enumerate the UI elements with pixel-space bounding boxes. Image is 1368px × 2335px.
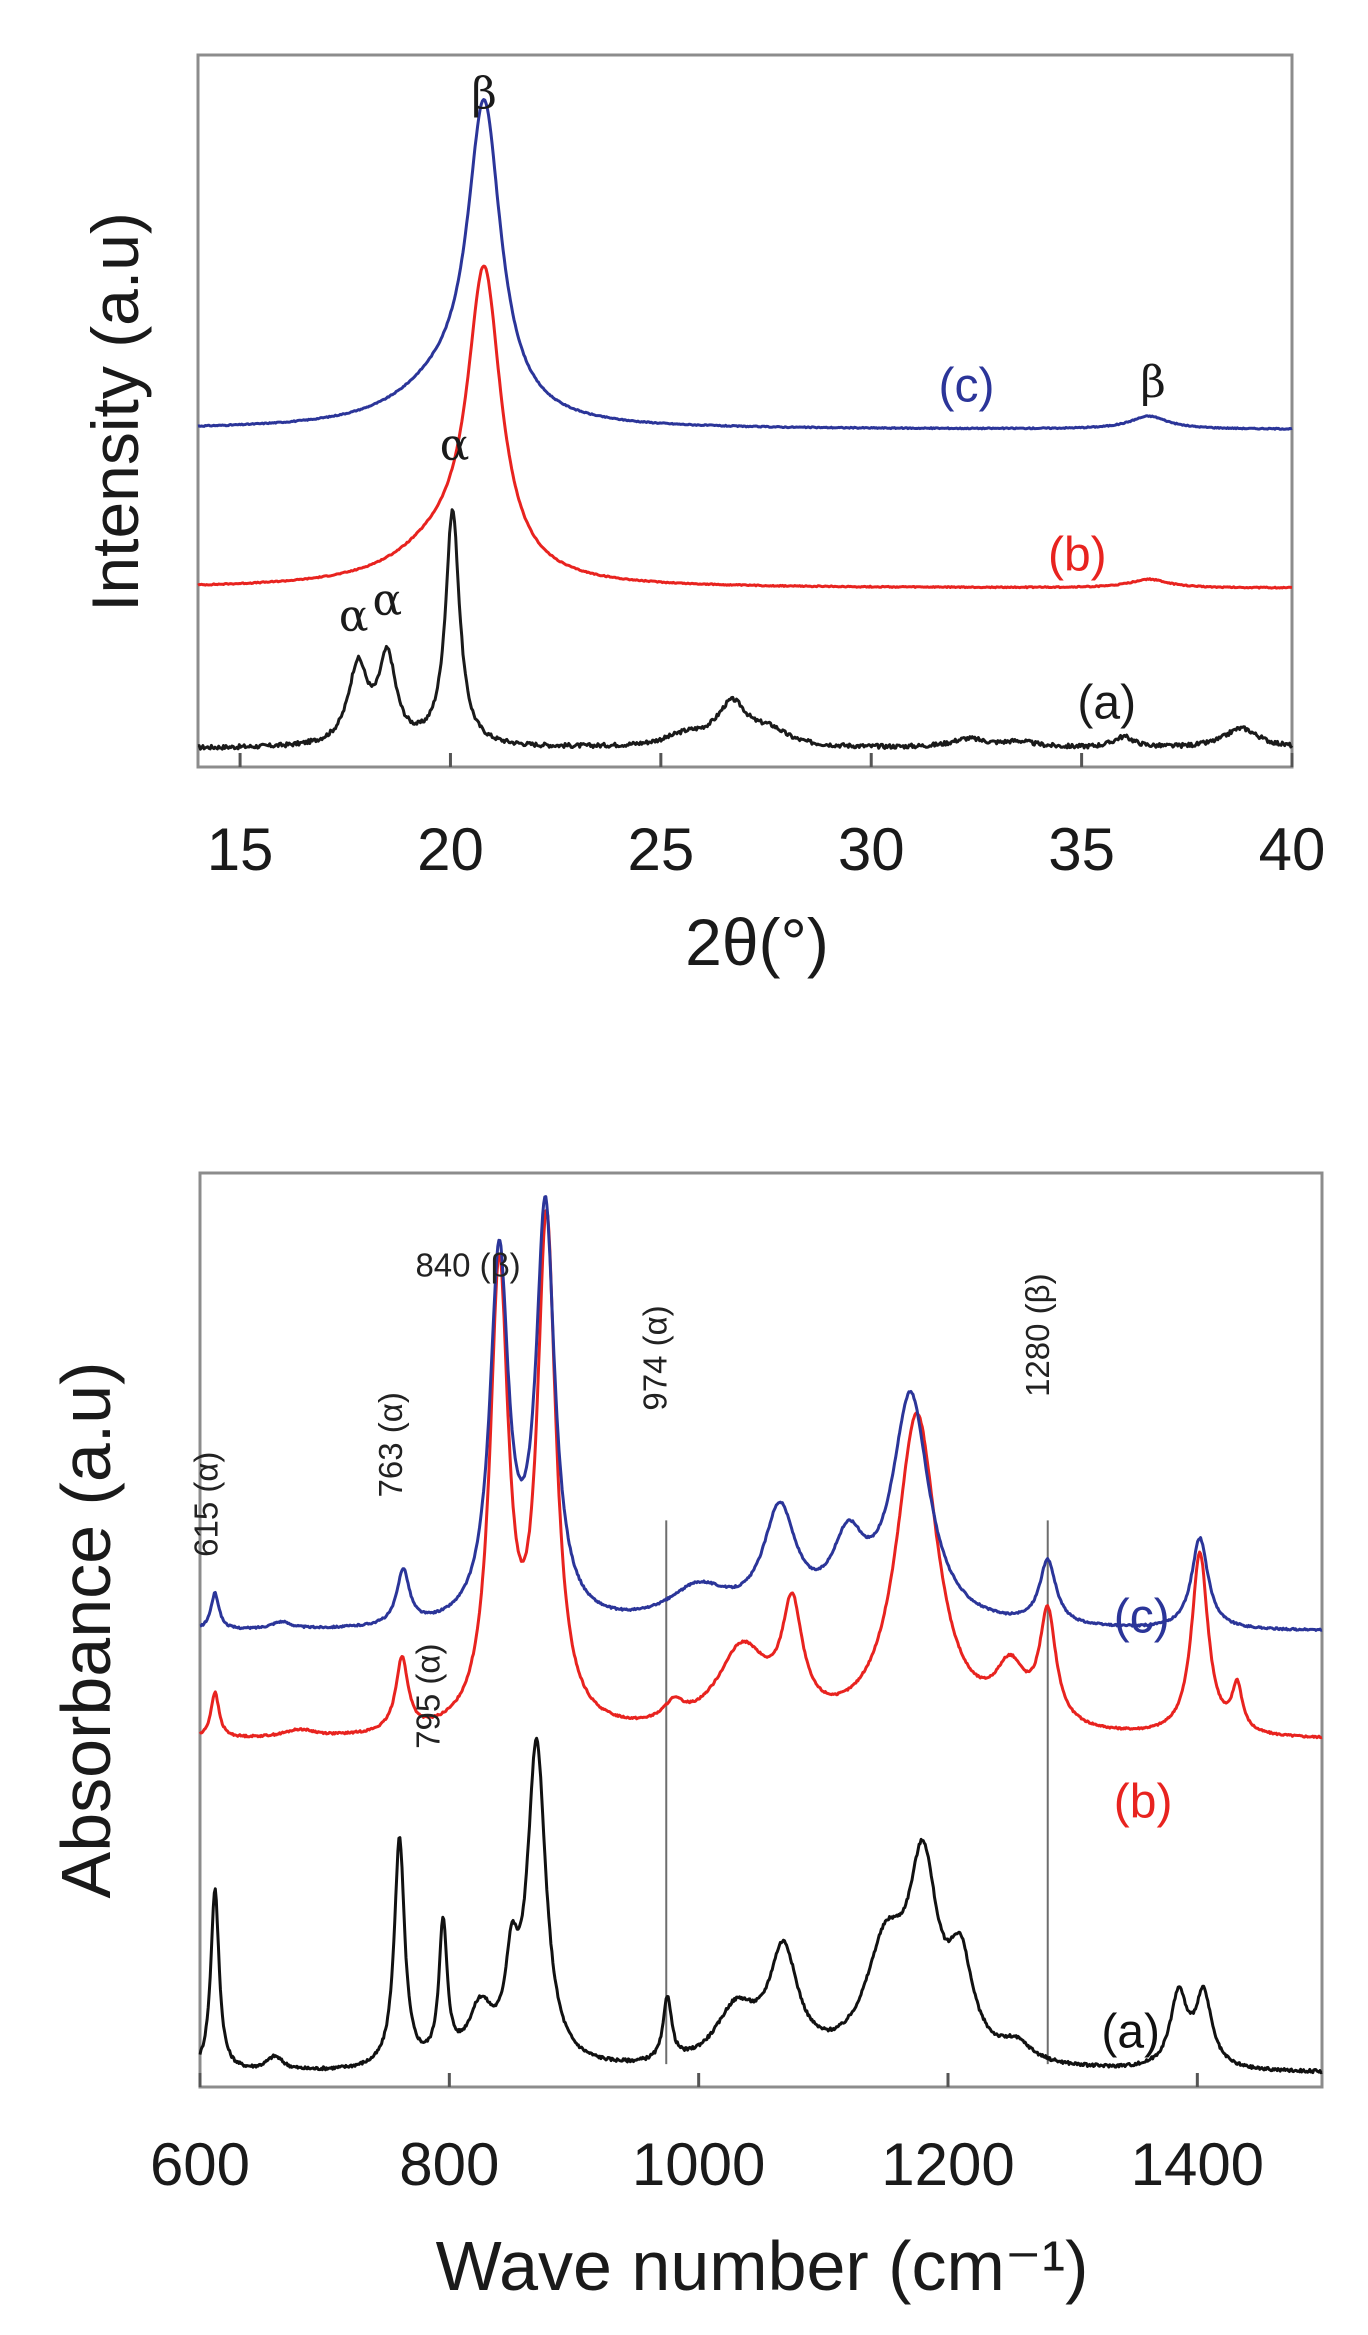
xrd-series-label: (b) <box>1048 528 1107 581</box>
ftir-reference-lines <box>665 1520 1049 2065</box>
ftir-x-ticks: 600 800 1000 1200 1400 <box>150 2073 1264 2198</box>
xrd-x-tick-label: 30 <box>838 816 905 883</box>
xrd-peak-annotation: β <box>1140 357 1165 408</box>
xrd-series-line-2 <box>197 98 1293 431</box>
xrd-series-line-1 <box>197 264 1293 590</box>
ftir-peak-annotation: 615 (α) <box>187 1452 224 1557</box>
xrd-series-labels: (a) (b) (c) <box>939 360 1137 730</box>
ftir-series-label: (a) <box>1101 2006 1160 2059</box>
xrd-series-label: (a) <box>1077 677 1136 730</box>
xrd-curves <box>197 98 1294 751</box>
xrd-peak-annotation: α <box>440 419 470 470</box>
ftir-curves <box>198 1195 1323 2075</box>
ftir-series-line-1 <box>198 1208 1323 1740</box>
ftir-x-tick-label: 800 <box>399 2131 499 2198</box>
ftir-peak-annotation: 795 (α) <box>409 1644 446 1749</box>
xrd-x-tick-label: 15 <box>207 816 274 883</box>
xrd-peak-annotation: α <box>339 590 369 641</box>
xrd-x-axis-title: 2θ(°) <box>685 905 829 979</box>
ftir-series-labels: (a) (b) (c) <box>1101 1591 1172 2059</box>
ftir-series-label: (b) <box>1114 1775 1173 1828</box>
ftir-peak-annotation: 763 (α) <box>372 1392 409 1497</box>
xrd-plot-frame <box>196 53 1294 769</box>
ftir-annotations: 615 (α) 763 (α) 795 (α) 974 (α) 1280 (β) 840 … <box>187 1246 1056 1749</box>
ftir-x-tick-label: 600 <box>150 2131 250 2198</box>
ftir-x-axis-title: Wave number (cm⁻¹) <box>436 2227 1089 2305</box>
ftir-peak-annotation: 974 (α) <box>636 1305 673 1410</box>
xrd-series-label: (c) <box>939 360 995 413</box>
ftir-peak-annotation: 1280 (β) <box>1019 1273 1056 1397</box>
ftir-panel: 600 800 1000 1200 1400 615 (α) 763 (α) 795 (α)… <box>47 1171 1324 2305</box>
ftir-y-axis-title: Absorbance (a.u) <box>47 1362 125 1899</box>
ftir-x-tick-label: 1000 <box>632 2131 765 2198</box>
xrd-x-tick-label: 40 <box>1259 816 1326 883</box>
xrd-x-ticks: 15 20 25 30 35 40 <box>207 753 1326 883</box>
ftir-peak-annotation: 840 (β) <box>415 1246 520 1283</box>
xrd-x-tick-label: 25 <box>627 816 694 883</box>
xrd-x-tick-label: 20 <box>417 816 484 883</box>
xrd-peak-annotation: β <box>471 68 496 119</box>
ftir-series-line-2 <box>199 1195 1323 1632</box>
xrd-series-line-0 <box>197 508 1294 751</box>
xrd-y-axis-title: Intensity (a.u) <box>78 212 152 612</box>
ftir-series-label: (c) <box>1114 1591 1170 1644</box>
ftir-plot-frame <box>198 1171 1324 2089</box>
ftir-series-line-0 <box>198 1736 1323 2075</box>
ftir-x-tick-label: 1200 <box>881 2131 1014 2198</box>
ftir-x-tick-label: 1400 <box>1131 2131 1264 2198</box>
xrd-x-tick-label: 35 <box>1048 816 1115 883</box>
xrd-peak-annotation: α <box>372 575 402 626</box>
